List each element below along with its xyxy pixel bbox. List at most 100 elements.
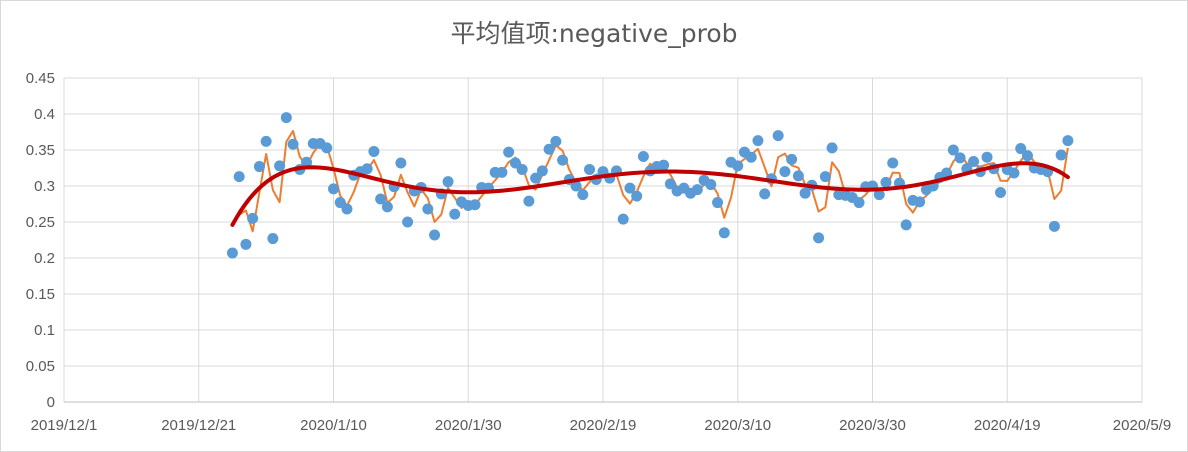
data-point <box>954 152 966 164</box>
y-tick-label: 0.1 <box>34 322 55 339</box>
data-point <box>550 135 562 147</box>
data-point <box>792 170 804 182</box>
data-point <box>341 203 353 215</box>
data-point <box>381 201 393 213</box>
data-point <box>1048 220 1060 232</box>
data-point <box>577 189 589 201</box>
data-point <box>887 157 899 169</box>
data-point <box>503 146 515 158</box>
y-tick-label: 0.25 <box>26 214 55 231</box>
data-point <box>664 178 676 190</box>
data-point <box>873 189 885 201</box>
data-point <box>530 172 542 184</box>
data-point <box>247 212 259 224</box>
data-point <box>880 176 892 188</box>
data-point <box>557 154 569 166</box>
data-point <box>240 238 252 250</box>
data-point <box>819 171 831 183</box>
data-point <box>745 151 757 163</box>
x-tick-label: 2019/12/21 <box>161 417 236 434</box>
data-point <box>287 138 299 150</box>
data-point <box>1008 167 1020 179</box>
data-point <box>786 153 798 165</box>
data-point <box>402 216 414 228</box>
data-point <box>617 213 629 225</box>
chart-title: 平均值项:negative_prob <box>450 19 738 48</box>
data-point <box>914 196 926 208</box>
data-point <box>624 182 636 194</box>
data-point <box>328 183 339 195</box>
data-point <box>853 197 865 209</box>
data-point <box>442 176 454 188</box>
data-point <box>900 219 912 231</box>
data-point <box>429 229 441 241</box>
data-point <box>947 144 959 156</box>
x-tick-label: 2020/3/30 <box>839 417 906 434</box>
data-point <box>496 166 508 178</box>
data-marks <box>226 112 1074 259</box>
data-point <box>712 197 724 209</box>
y-tick-label: 0.3 <box>34 178 55 195</box>
data-point <box>968 156 980 168</box>
data-point <box>267 233 279 245</box>
y-tick-label: 0.05 <box>26 358 55 375</box>
data-point <box>449 208 461 220</box>
data-point <box>799 187 811 199</box>
data-point <box>759 188 771 200</box>
x-tick-label: 2020/3/10 <box>704 417 771 434</box>
data-point <box>280 112 292 124</box>
data-point <box>705 179 717 191</box>
grid-lines <box>63 77 1143 403</box>
data-point <box>658 159 670 171</box>
x-tick-label: 2020/2/19 <box>570 417 637 434</box>
data-point <box>631 190 643 202</box>
data-point <box>233 171 245 183</box>
y-tick-label: 0.45 <box>26 70 55 87</box>
data-point <box>301 156 313 168</box>
y-tick-label: 0.15 <box>26 286 55 303</box>
x-tick-label: 2019/12/1 <box>31 417 98 434</box>
data-point <box>718 227 730 239</box>
data-point <box>995 186 1007 198</box>
data-point <box>826 142 838 154</box>
data-point <box>1021 150 1033 162</box>
x-tick-label: 2020/1/10 <box>300 417 367 434</box>
data-point <box>375 193 387 205</box>
data-point <box>274 160 286 172</box>
data-point <box>981 151 993 163</box>
data-point <box>260 135 272 147</box>
y-axis-ticks: 0 0.05 0.1 0.15 0.2 0.25 0.3 0.35 0.4 0.45 <box>26 70 55 411</box>
data-point <box>361 163 373 175</box>
data-point <box>779 166 791 178</box>
data-point <box>253 161 265 173</box>
data-point <box>543 143 555 155</box>
y-tick-label: 0.4 <box>34 106 55 123</box>
data-point <box>637 150 649 162</box>
x-axis-ticks: 2019/12/1 2019/12/21 2020/1/10 2020/1/30 202… <box>31 417 1172 434</box>
data-point <box>941 167 953 179</box>
data-point <box>516 163 528 175</box>
data-point <box>536 165 548 177</box>
data-point <box>752 135 764 147</box>
data-point <box>469 199 481 211</box>
data-point <box>584 163 596 175</box>
data-point <box>772 130 784 142</box>
y-tick-label: 0.35 <box>26 142 55 159</box>
data-point <box>1055 149 1067 161</box>
y-tick-label: 0 <box>47 394 55 411</box>
x-tick-label: 2020/4/19 <box>974 417 1041 434</box>
trend-line <box>230 161 1070 227</box>
data-point <box>321 142 333 154</box>
data-point <box>226 247 238 259</box>
data-point <box>395 157 407 169</box>
data-point <box>1015 143 1027 155</box>
data-point <box>368 145 380 157</box>
data-point <box>1062 135 1074 147</box>
data-point <box>813 232 825 244</box>
data-point <box>570 180 582 192</box>
data-point <box>523 195 535 207</box>
data-point <box>691 184 703 196</box>
data-point <box>732 160 744 172</box>
